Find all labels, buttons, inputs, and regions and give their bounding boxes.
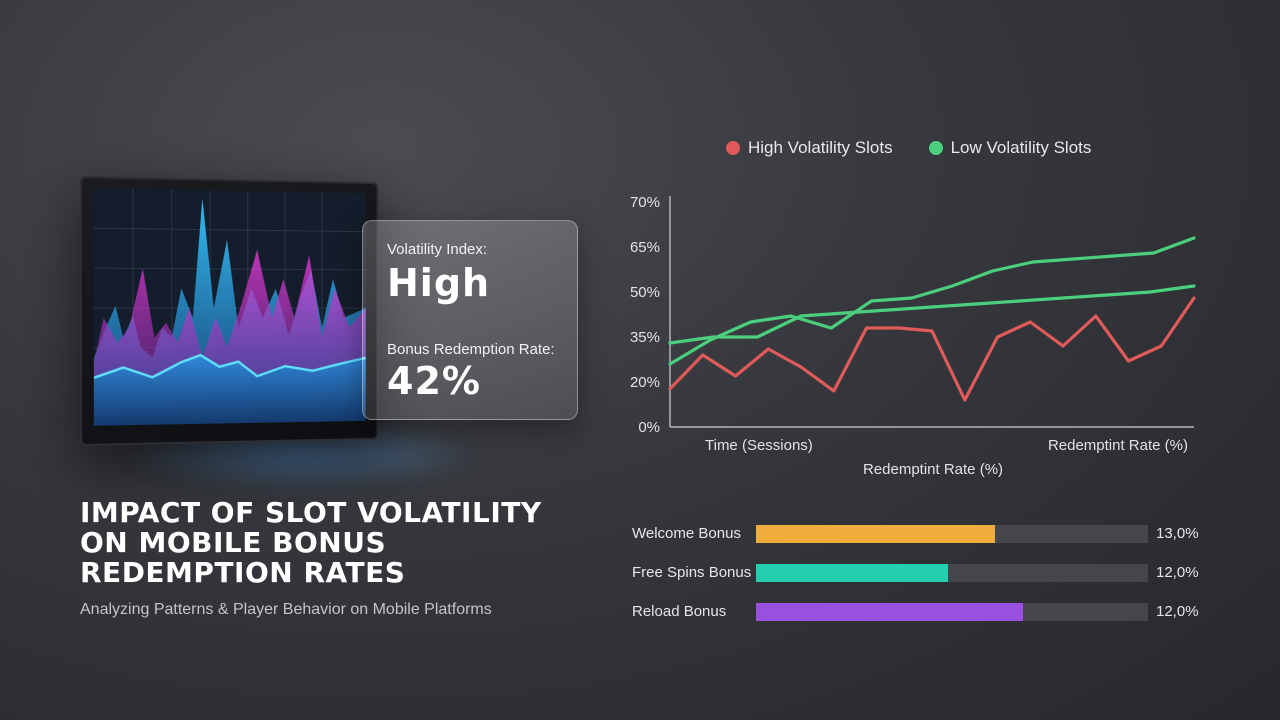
bar-value-label: 12,0% (1156, 564, 1199, 581)
y-tick-label: 70% (630, 194, 660, 211)
page-title: IMPACT OF SLOT VOLATILITY ON MOBILE BONU… (80, 496, 542, 589)
bar-category-label: Free Spins Bonus (632, 564, 752, 581)
y-tick-label: 20% (630, 374, 660, 391)
bar-category-label: Reload Bonus (632, 603, 727, 620)
bar-track (756, 603, 1148, 621)
series-line-3 (668, 284, 1196, 345)
bar-track (756, 564, 1148, 582)
volatility-index-label: Volatility Index: (387, 241, 488, 258)
bar-fill (756, 525, 996, 543)
x-axis-start-label: Time (Sessions) (705, 437, 813, 454)
legend-dot-high (726, 141, 740, 155)
legend-item-high: High Volatility Slots (726, 138, 893, 158)
bar-category-label: Welcome Bonus (632, 525, 741, 542)
bonus-redemption-rate-value: 42% (387, 359, 481, 403)
bar-track (756, 525, 1148, 543)
series-line-2 (668, 236, 1196, 366)
y-tick-label: 0% (638, 419, 660, 436)
legend-label-low: Low Volatility Slots (950, 138, 1092, 157)
y-tick-label: 50% (630, 284, 660, 301)
series-line-1 (668, 296, 1196, 402)
legend-dot-low (928, 141, 943, 155)
bar-row: Free Spins Bonus 12,0% (632, 563, 1212, 583)
bar-fill (756, 564, 949, 582)
x-axis-end-label: Redemptint Rate (%) (1048, 437, 1188, 454)
bar-row: Reload Bonus 12,0% (632, 602, 1212, 622)
line-chart: 70% 65% 50% 35% 20% 0% Time (Sessions) Redempti… (630, 194, 1196, 478)
chart-legend: High Volatility Slots Low Volatility Slo… (726, 138, 1091, 158)
y-tick-label: 35% (630, 329, 660, 346)
stats-card: Volatility Index: High Bonus Redemption … (362, 220, 578, 420)
y-tick-label: 65% (630, 239, 660, 256)
page-subtitle: Analyzing Patterns & Player Behavior on … (80, 601, 492, 618)
bonus-redemption-rate-label: Bonus Redemption Rate: (387, 341, 555, 358)
monitor-screen (93, 188, 366, 426)
volatility-index-value: High (387, 261, 491, 305)
legend-label-high: High Volatility Slots (748, 138, 893, 157)
bar-value-label: 12,0% (1156, 603, 1199, 620)
bar-value-label: 13,0% (1156, 525, 1199, 542)
x-axis-title: Redemptint Rate (%) (863, 461, 1003, 478)
monitor-illustration (80, 176, 379, 446)
monitor-waveform-graphic (93, 188, 366, 426)
legend-item-low: Low Volatility Slots (928, 138, 1092, 158)
bar-fill (756, 603, 1023, 621)
bar-row: Welcome Bonus 13,0% (632, 524, 1212, 544)
